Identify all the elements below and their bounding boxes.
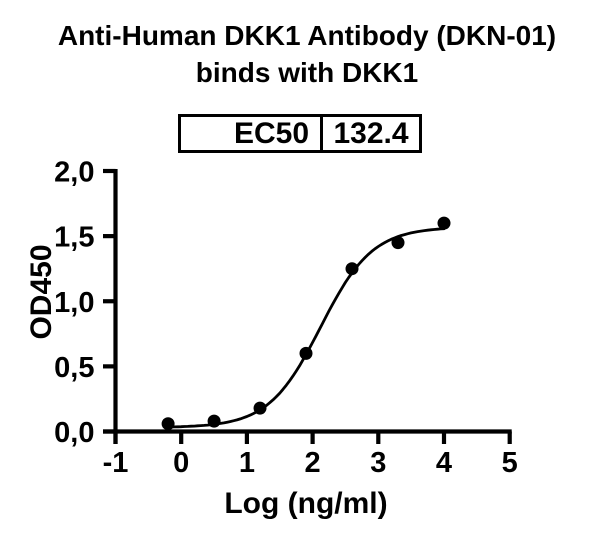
ec50-table: EC50 132.4 <box>178 114 422 153</box>
data-points-layer <box>161 216 451 431</box>
x-tick-label: -1 <box>103 447 129 479</box>
y-tick-label: 1,0 <box>54 287 94 319</box>
x-tick-label: 4 <box>436 447 452 479</box>
x-tick-label: 2 <box>305 447 321 479</box>
axes-layer: 0,0 0,5 1,0 1,5 2,0 -1 0 1 2 3 4 5 <box>54 157 518 480</box>
y-tick-label: 2,0 <box>54 157 94 189</box>
sigmoid-fit-curve <box>163 227 446 429</box>
ec50-value-cell: 132.4 <box>333 116 409 150</box>
data-point <box>345 262 359 276</box>
chart-title-line2: binds with DKK1 <box>195 57 419 88</box>
fit-curve-layer <box>163 227 446 429</box>
chart-title: Anti-Human DKK1 Antibody (DKN-01) binds … <box>0 17 600 91</box>
y-tick-label: 0,5 <box>54 352 94 384</box>
y-tick-label: 0,0 <box>54 417 94 449</box>
x-axis-title: Log (ng/ml) <box>224 487 387 520</box>
x-tick-label: 3 <box>370 447 386 479</box>
data-point <box>299 346 313 360</box>
x-tick-label: 0 <box>173 447 189 479</box>
x-tick-label: 1 <box>239 447 255 479</box>
y-axis-title: OD450 <box>25 244 58 339</box>
data-point <box>437 216 451 230</box>
data-point <box>253 401 267 415</box>
y-tick-label: 1,5 <box>54 222 94 254</box>
ec50-label-cell: EC50 <box>181 117 323 150</box>
x-tick-label: 5 <box>502 447 518 479</box>
chart-title-line1: Anti-Human DKK1 Antibody (DKN-01) <box>57 20 557 51</box>
data-point <box>161 417 175 431</box>
data-point <box>391 236 405 250</box>
data-point <box>207 414 221 428</box>
